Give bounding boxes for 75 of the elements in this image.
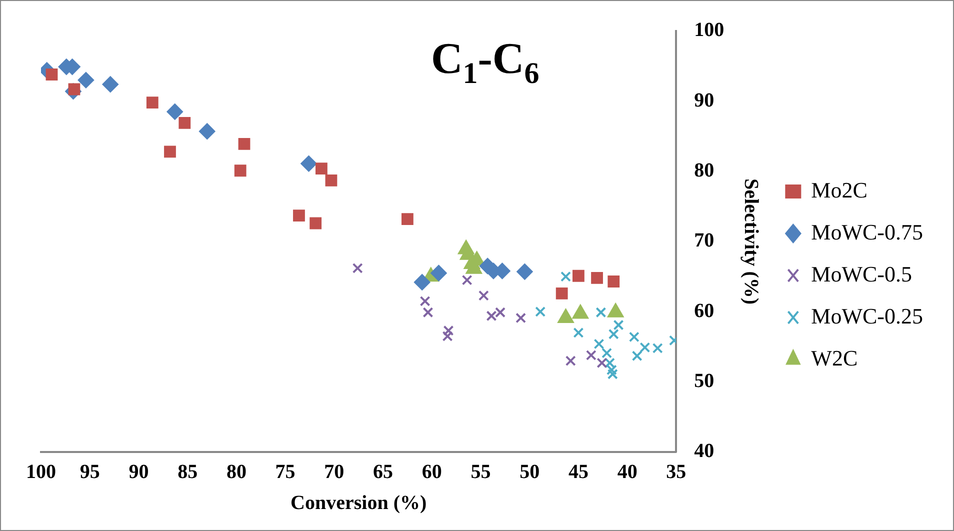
- point: [293, 210, 305, 222]
- x-axis-title: Conversion (%): [290, 492, 427, 514]
- y-tick-label: 90: [694, 89, 714, 112]
- point: [594, 338, 604, 350]
- point: [146, 96, 158, 109]
- point: [632, 350, 642, 362]
- x-tick-label: 45: [568, 461, 588, 484]
- y-axis-title: Selectivity (%): [740, 178, 762, 305]
- x-tick-label: 55: [470, 461, 491, 484]
- legend-label: W2C: [811, 345, 858, 370]
- point: [573, 327, 584, 338]
- point: [325, 174, 338, 186]
- point: [430, 265, 447, 282]
- x-tick-label: 40: [617, 461, 638, 484]
- point: [164, 146, 176, 158]
- point: [178, 116, 191, 129]
- point: [652, 342, 663, 354]
- x-tick-label: 50: [520, 461, 540, 484]
- point: [316, 162, 328, 174]
- chart-title: C$_{1}$-C$_{6}$: [431, 33, 540, 91]
- point: [565, 356, 576, 366]
- point: [613, 320, 624, 330]
- y-tick-label: 70: [694, 230, 714, 252]
- point: [516, 264, 533, 280]
- point: [234, 164, 246, 177]
- point: [199, 123, 216, 140]
- point: [596, 358, 608, 368]
- x-tick-label: 95: [80, 461, 100, 484]
- point: [478, 290, 489, 301]
- point: [596, 307, 606, 318]
- y-tick-label: 40: [694, 440, 714, 462]
- point: [78, 72, 94, 88]
- point: [591, 272, 603, 284]
- point: [102, 76, 118, 92]
- point: [640, 342, 650, 353]
- point: [535, 306, 546, 317]
- point: [495, 307, 506, 318]
- x-tick-label: 80: [226, 461, 246, 484]
- point: [300, 156, 317, 172]
- legend-label: MoWC-0.75: [811, 219, 923, 244]
- point: [486, 310, 497, 322]
- point: [556, 287, 568, 300]
- legend-label: MoWC-0.5: [811, 261, 912, 286]
- point: [462, 274, 472, 286]
- point: [628, 332, 640, 342]
- point: [608, 328, 619, 340]
- x-tick-label: 35: [666, 461, 686, 484]
- point: [422, 307, 434, 318]
- y-tick-label: 100: [694, 19, 724, 42]
- legend-label: MoWC-0.25: [811, 303, 923, 328]
- point: [310, 217, 322, 230]
- point: [516, 312, 526, 324]
- point: [166, 104, 183, 120]
- point: [414, 274, 430, 290]
- x-tick-label: 90: [128, 461, 149, 484]
- x-tick-label: 60: [422, 461, 442, 484]
- x-tick-label: 65: [373, 461, 394, 484]
- point: [607, 368, 618, 380]
- x-tick-label: 85: [178, 461, 198, 484]
- point: [420, 296, 430, 306]
- y-tick-label: 50: [694, 370, 714, 392]
- y-tick-label: 60: [694, 300, 714, 322]
- x-tick-label: 70: [324, 461, 344, 484]
- y-tick-label: 80: [694, 160, 714, 182]
- point: [352, 262, 363, 274]
- x-tick-label: 100: [26, 461, 56, 484]
- x-tick-label: 75: [275, 461, 296, 484]
- point: [46, 68, 58, 80]
- point: [401, 213, 414, 225]
- point: [586, 350, 596, 360]
- point: [238, 138, 250, 150]
- point: [608, 276, 620, 288]
- point: [572, 270, 584, 282]
- legend-label: Mo2C: [811, 177, 868, 202]
- point: [560, 271, 571, 282]
